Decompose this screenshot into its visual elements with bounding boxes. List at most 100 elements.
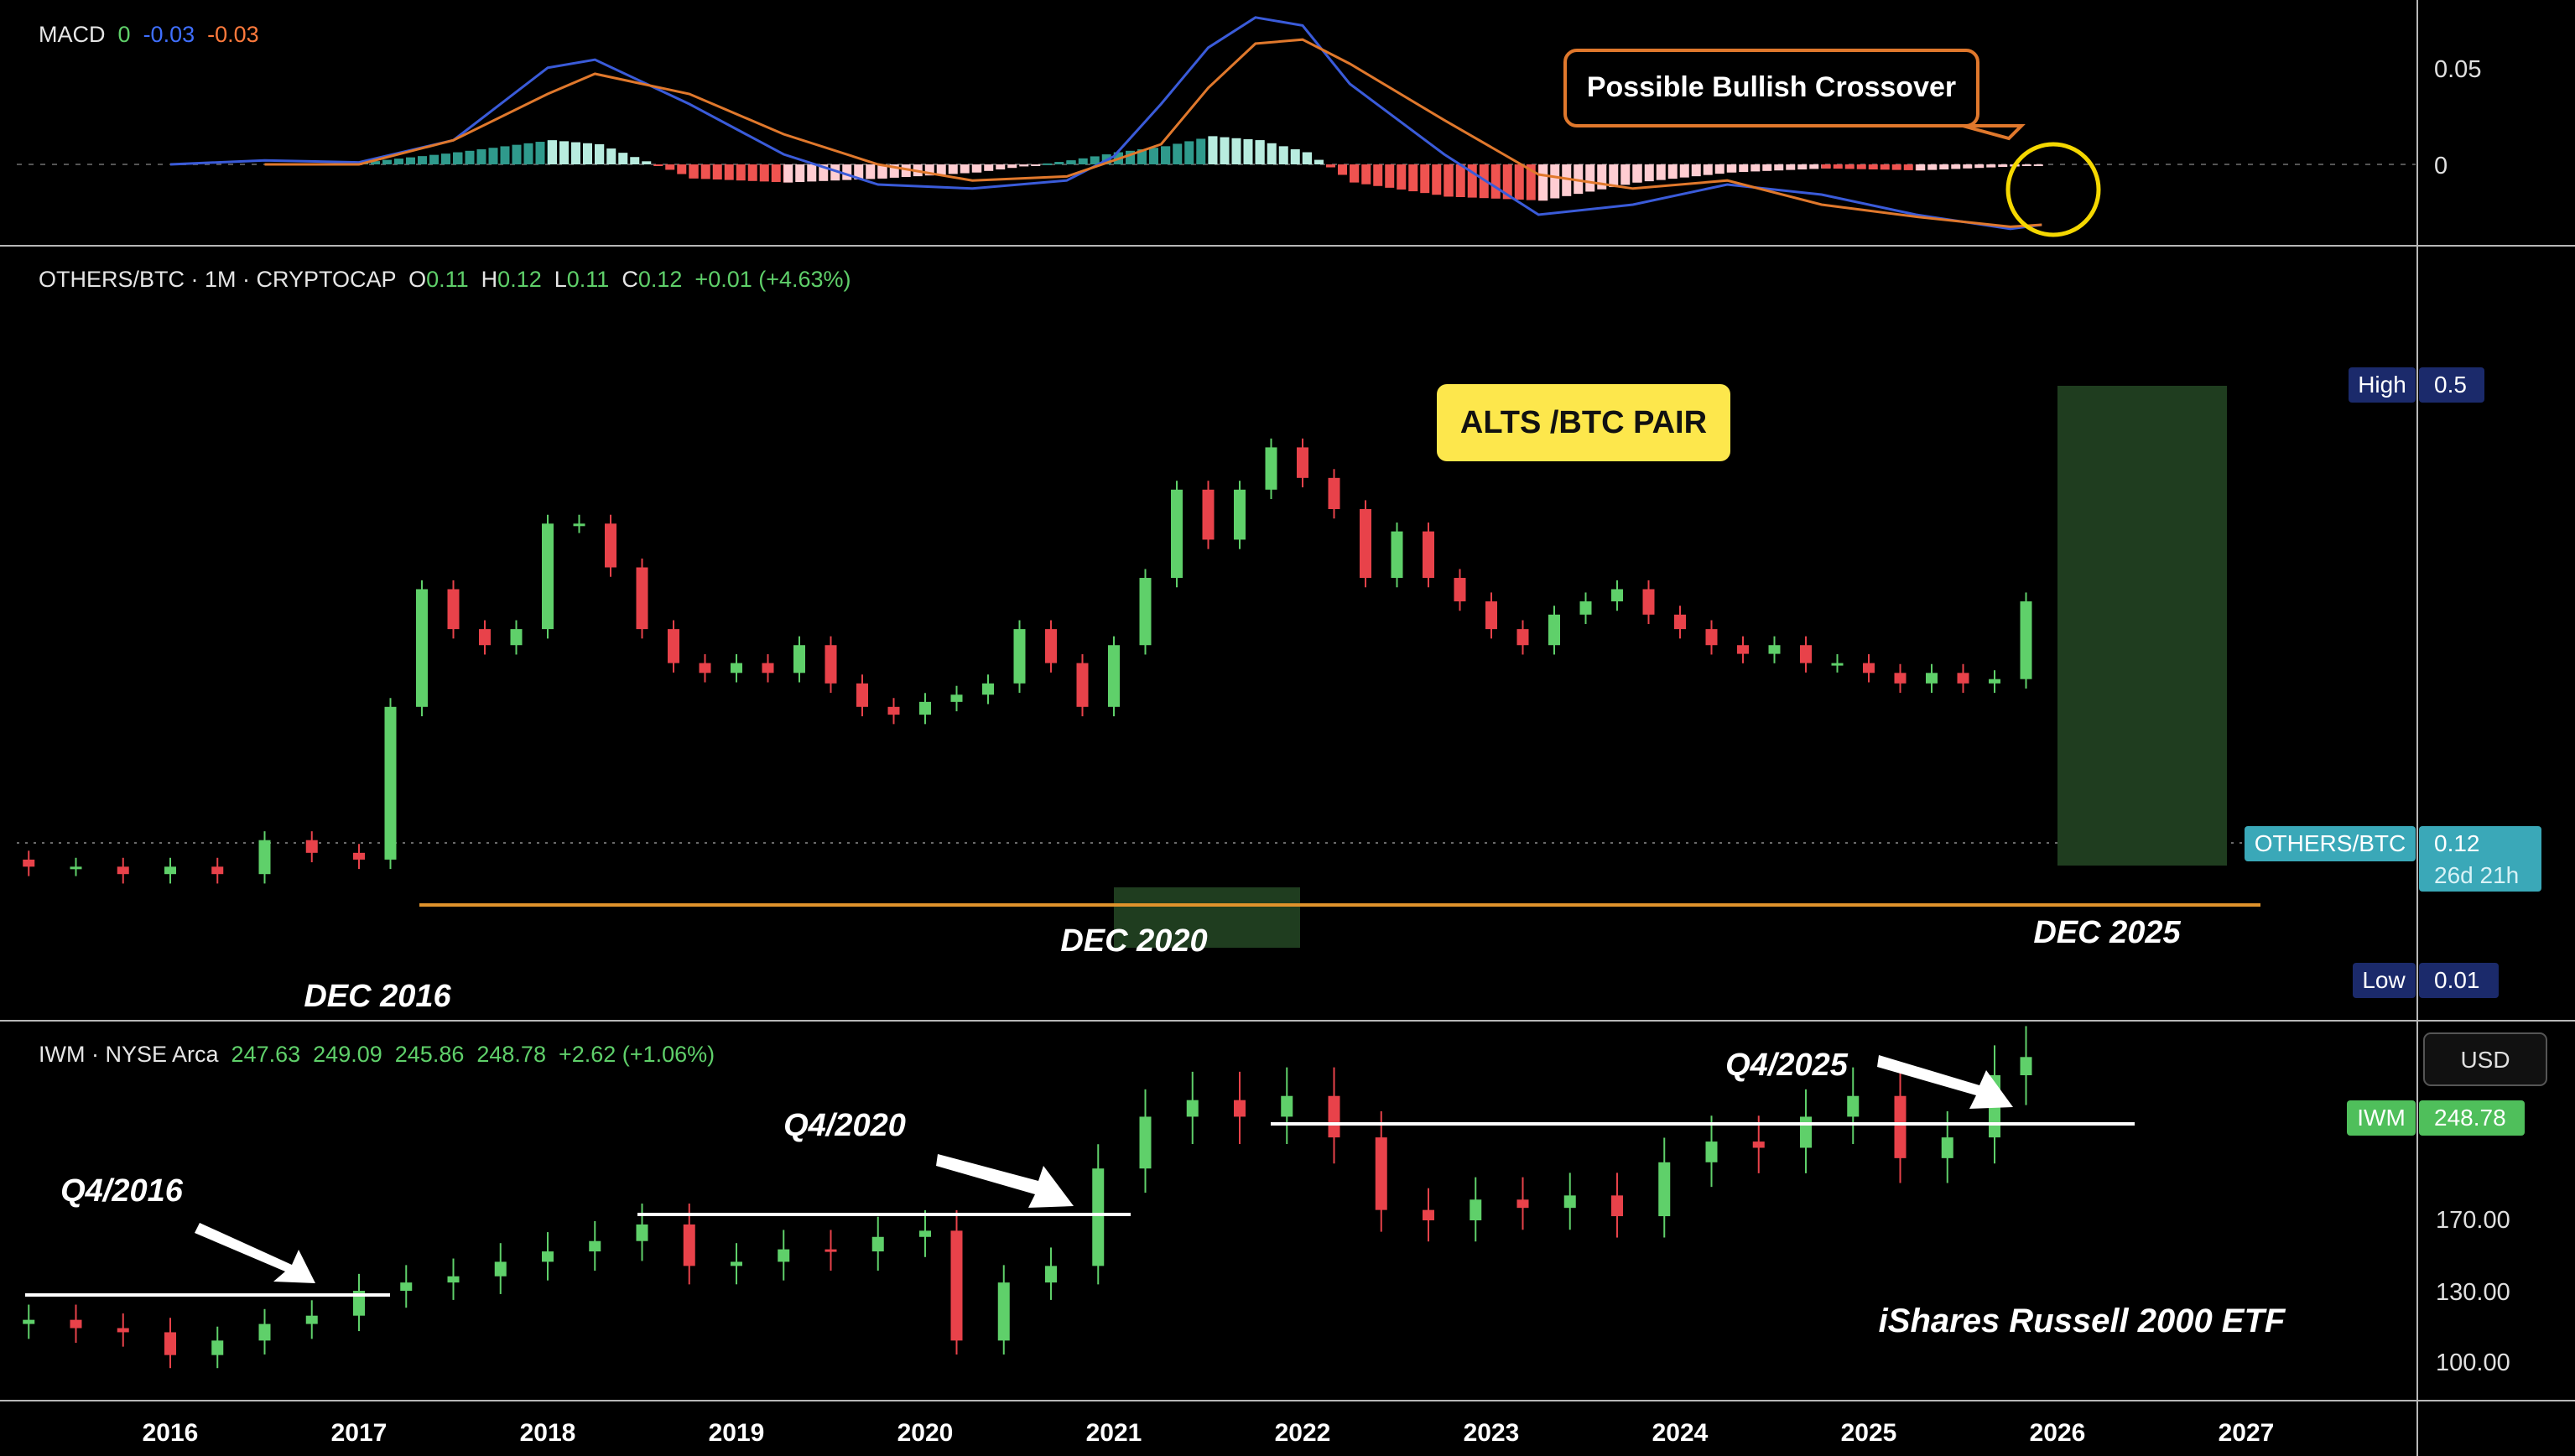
macd-histogram-bar [1043, 163, 1053, 165]
arrow-2020 [936, 1154, 1074, 1208]
macd-histogram-bar [819, 164, 829, 181]
others-candle-body [1705, 629, 1718, 646]
others-candle-body [825, 645, 837, 684]
macd-histogram-bar [1161, 146, 1171, 164]
others-legend[interactable]: OTHERS/BTC · 1M · CRYPTOCAP O0.11 H0.12 … [39, 267, 851, 292]
iwm-open: 247.63 [231, 1042, 301, 1067]
macd-histogram-bar [1502, 164, 1512, 200]
others-candle-body [1360, 509, 1371, 579]
iwm-candle-body [23, 1319, 35, 1324]
cycle-label-2020: DEC 2020 [1060, 923, 1207, 959]
iwm-candle-body [1045, 1266, 1057, 1283]
macd-histogram-bar [1326, 164, 1335, 168]
cycle-label-2016: DEC 2016 [304, 979, 451, 1014]
others-candle-body [1800, 645, 1812, 663]
macd-histogram-bar [1574, 164, 1584, 195]
iwm-tick-130: 130.00 [2436, 1279, 2510, 1306]
macd-histogram-bar [700, 164, 710, 179]
x-tick-2025: 2025 [1841, 1419, 1897, 1447]
iwm-price-tag: IWM 248.78 [2347, 1100, 2525, 1136]
others-candle-body [1297, 447, 1308, 478]
low-label: Low [2362, 967, 2406, 993]
others-candle-body [1548, 614, 1560, 646]
x-axis-ticks: 2016 2017 2018 2019 2020 2021 2022 2023 … [143, 1419, 2275, 1447]
iwm-candle-body [919, 1230, 931, 1237]
iwm-candle-body [447, 1276, 460, 1283]
macd-histogram-bar [1361, 164, 1371, 185]
x-tick-2017: 2017 [331, 1419, 388, 1447]
alts-btc-title-box: ALTS /BTC PAIR [1437, 384, 1730, 461]
macd-histogram-bar [476, 149, 486, 164]
iwm-candle-body [400, 1282, 413, 1292]
others-candle-body [762, 663, 774, 673]
macd-histogram-bar [1856, 164, 1866, 169]
macd-histogram-bar [523, 143, 533, 164]
high-tag: High 0.5 [2349, 367, 2484, 403]
macd-tick-1: 0 [2434, 153, 2448, 179]
iwm-legend[interactable]: IWM · NYSE Arca 247.63 249.09 245.86 248… [39, 1042, 715, 1068]
macd-histogram-bar [996, 164, 1006, 170]
iwm-candle-body [731, 1261, 742, 1266]
macd-histogram-bar [1397, 164, 1407, 190]
highlight-zone-2 [1114, 887, 1300, 948]
others-candle-body [982, 683, 994, 695]
highlight-zone-3 [2057, 386, 2227, 866]
macd-histogram-bar [1126, 150, 1135, 164]
others-candle-body [510, 629, 523, 646]
macd-histogram-bar [453, 152, 463, 164]
macd-histogram-bar [677, 164, 687, 174]
others-price-tag: OTHERS/BTC 0.12 26d 21h [2245, 826, 2541, 892]
iwm-candle-body [1847, 1095, 1860, 1117]
x-tick-2027: 2027 [2219, 1419, 2275, 1447]
others-candle-body [1013, 629, 1026, 684]
macd-histogram-bar [1514, 164, 1524, 200]
x-tick-2021: 2021 [1086, 1419, 1142, 1447]
macd-histogram-bar [1031, 164, 1041, 166]
macd-histogram-bar [630, 157, 640, 164]
macd-histogram-bar [548, 140, 557, 164]
iwm-candle-body [1658, 1162, 1671, 1217]
others-price-tag-value: 0.12 [2434, 830, 2480, 856]
macd-histogram-bar [1303, 152, 1312, 164]
macd-histogram-bar [1844, 164, 1855, 169]
others-btc-candles [23, 438, 2032, 884]
others-candle-body [636, 567, 648, 630]
others-candle-body [1894, 673, 1907, 684]
others-candle-body [1516, 629, 1529, 646]
macd-histogram-bar [500, 146, 510, 164]
macd-histogram-bar [1951, 164, 1961, 169]
macd-histogram-bar [1786, 164, 1796, 170]
macd-legend[interactable]: MACD 0 -0.03 -0.03 [39, 22, 259, 48]
others-open: 0.11 [426, 267, 469, 292]
macd-histogram-bar [689, 164, 699, 179]
others-candle-body [1485, 601, 1497, 630]
iwm-high: 249.09 [313, 1042, 382, 1067]
macd-histogram-bar [1821, 164, 1831, 169]
others-candle-body [1863, 663, 1875, 673]
others-candle-body [1579, 601, 1592, 615]
macd-histogram-bar [948, 164, 958, 174]
iwm-candle-body [871, 1236, 884, 1252]
usd-button[interactable]: USD [2423, 1032, 2547, 1086]
macd-histogram-bar [1597, 164, 1607, 190]
iwm-candle-body [1139, 1116, 1152, 1169]
others-candle-body [793, 645, 805, 673]
macd-histogram-bar [665, 164, 675, 170]
macd-legend-macd: -0.03 [143, 22, 195, 47]
iwm-candles [23, 1026, 2032, 1369]
others-candle-body [856, 683, 868, 707]
macd-legend-label: MACD [39, 22, 106, 47]
macd-histogram-bar [595, 144, 605, 164]
iwm-candle-body [1186, 1100, 1199, 1117]
macd-histogram-bar [984, 164, 994, 171]
others-candle-body [1737, 645, 1749, 654]
macd-line [169, 16, 2042, 231]
others-candle-body [887, 706, 900, 715]
others-candle-body [731, 663, 742, 673]
others-candle-body [23, 859, 35, 867]
macd-histogram-bar [382, 159, 392, 164]
macd-histogram-bar [1916, 164, 1926, 171]
macd-histogram-bar [759, 164, 769, 182]
macd-histogram-bar [854, 164, 864, 180]
